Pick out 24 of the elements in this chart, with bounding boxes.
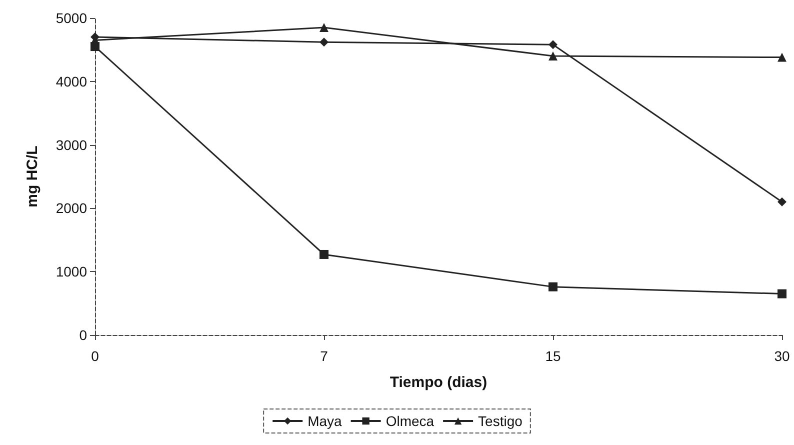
point <box>320 38 328 47</box>
y-tick-label: 5000 <box>56 10 88 26</box>
legend-label: Olmeca <box>386 413 434 429</box>
y-tick-label: 0 <box>79 327 88 343</box>
point <box>778 197 786 206</box>
y-tick-label: 2000 <box>56 200 88 216</box>
x-tick-label: 0 <box>91 348 100 364</box>
legend-label: Maya <box>308 413 342 429</box>
y-tick-label: 3000 <box>56 136 88 153</box>
point <box>548 52 558 61</box>
y-axis-title: mg HC/L <box>24 146 41 208</box>
point <box>320 23 328 32</box>
point <box>778 52 786 62</box>
x-tick-label: 7 <box>320 348 328 364</box>
y-tick-label: 4000 <box>56 73 88 90</box>
point <box>548 282 558 292</box>
x-axis-title: Tiempo (dias) <box>390 374 488 391</box>
point <box>778 289 786 298</box>
x-tick-label: 30 <box>774 348 790 364</box>
point <box>548 40 558 50</box>
legend-label: Testigo <box>478 413 523 429</box>
x-tick-label: 15 <box>545 348 561 364</box>
y-tick-label: 1000 <box>56 264 88 280</box>
point <box>320 250 328 259</box>
